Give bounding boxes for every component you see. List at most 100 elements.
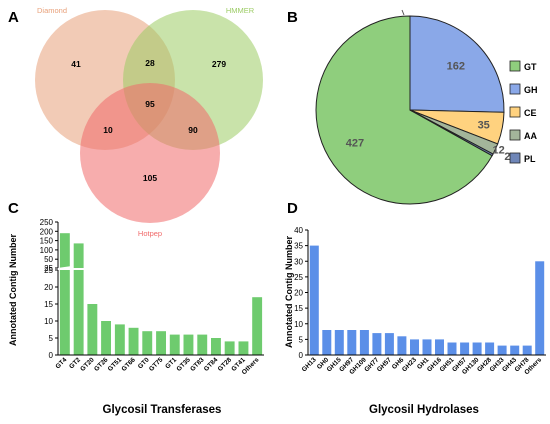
- x-tick-label: GT83: [189, 356, 206, 373]
- bar-gt75: [156, 331, 166, 355]
- bar-gt20: [87, 304, 98, 355]
- y-tick-label: 0: [299, 351, 304, 360]
- y-axis-title: Annotated Contig Number: [8, 234, 18, 346]
- venn-label-hotpep: Hotpep: [138, 229, 162, 238]
- legend-label-gt: GT: [524, 62, 537, 72]
- panel-letter-d: D: [287, 200, 298, 217]
- bar-chart-hydrolases: GH13GH0GH15GH97GH109GH77GH57GH6GH23GH1GH…: [284, 226, 546, 416]
- bar-gt4-upper: [59, 233, 70, 268]
- pie-value-ce: 35: [478, 120, 490, 132]
- panel-letter-c: C: [8, 200, 19, 217]
- x-tick-label: GT20: [79, 356, 96, 373]
- y-tick-label: 50: [44, 255, 53, 264]
- y-tick-label: 40: [294, 226, 303, 235]
- bar-gh33: [497, 345, 507, 355]
- legend-label-aa: AA: [524, 131, 537, 141]
- bar-gh16: [435, 339, 444, 355]
- bar-gt35: [183, 334, 194, 355]
- venn-count-all: 95: [145, 99, 155, 109]
- bar-gt41: [238, 341, 249, 355]
- bar-gh23: [410, 339, 419, 355]
- legend-label-pl: PL: [524, 154, 536, 164]
- bar-gt28: [224, 341, 235, 355]
- legend-swatch-ce: [509, 106, 521, 118]
- bar-gt0: [142, 331, 153, 355]
- y-axis-title: Annotated Contig Number: [284, 236, 294, 348]
- y-tick-label: 10: [44, 317, 53, 326]
- legend-label-ce: CE: [524, 108, 537, 118]
- panel-letter-b: B: [287, 9, 298, 26]
- y-tick-label: 30: [294, 257, 303, 266]
- bar-gh0: [322, 330, 332, 355]
- x-tick-label: GT28: [217, 356, 234, 373]
- legend-swatch-gh: [509, 83, 521, 95]
- pie-value-gt: 427: [346, 137, 364, 149]
- bar-gt2-lower: [73, 270, 84, 355]
- bar-gh6: [397, 336, 407, 356]
- x-axis-title: Glycosil Transferases: [103, 404, 222, 416]
- x-tick-label: GH23: [401, 356, 418, 373]
- y-tick-label: 5: [299, 335, 304, 344]
- panel-letter-a: A: [8, 9, 19, 26]
- x-tick-label: GT51: [107, 356, 124, 373]
- venn-count-diamond-hotpep: 10: [103, 125, 113, 135]
- bar-gh15: [334, 330, 344, 355]
- venn-count-diamond-hmmer: 28: [145, 58, 155, 68]
- bar-gh130: [472, 342, 482, 355]
- bar-gt2-upper: [73, 243, 84, 268]
- venn-count-hmmer-hotpep: 90: [188, 125, 198, 135]
- x-tick-label: GH57: [376, 356, 393, 373]
- x-tick-label: GT75: [148, 356, 165, 373]
- bar-gh78: [522, 345, 532, 355]
- y-tick-label: 15: [294, 304, 303, 313]
- pie-value-gh: 162: [447, 60, 465, 72]
- bar-gt66: [128, 327, 139, 355]
- y-tick-label: 0: [49, 351, 54, 360]
- y-tick-label: 20: [294, 289, 303, 298]
- y-tick-label: 35: [294, 242, 303, 251]
- bar-gh57: [460, 342, 470, 355]
- pie-legend: GT GH CE AA PL: [509, 60, 538, 164]
- legend-swatch-aa: [509, 129, 521, 141]
- y-tick-label: 20: [44, 283, 53, 292]
- bar-gh28: [485, 342, 495, 355]
- x-tick-label: GT35: [175, 356, 192, 373]
- pie-value-pl: 2: [504, 151, 510, 163]
- bar-gh1: [422, 339, 432, 355]
- venn-count-hotpep-only: 105: [143, 173, 157, 183]
- pie-value-aa: 12: [492, 145, 504, 157]
- bar-gh57: [384, 333, 394, 355]
- bar-gh13: [309, 245, 319, 355]
- venn-count-hmmer-only: 279: [212, 59, 226, 69]
- x-tick-label: GT66: [120, 356, 137, 373]
- x-axis-title: Glycosil Hydrolases: [369, 404, 479, 416]
- bar-others: [535, 261, 545, 356]
- pie-slice-pl: [409, 109, 494, 157]
- bar-gh43: [510, 345, 520, 355]
- venn-count-diamond-only: 41: [71, 59, 81, 69]
- y-tick-label: 25: [44, 264, 53, 273]
- bar-gt83: [197, 334, 208, 355]
- y-tick-label: 15: [44, 300, 53, 309]
- y-tick-label: 25: [44, 266, 53, 275]
- bar-others: [252, 297, 263, 355]
- bar-gt51: [114, 324, 125, 355]
- bar-gt4-lower: [59, 270, 70, 355]
- y-tick-label: 200: [40, 227, 54, 236]
- venn-circle-hotpep: [80, 83, 220, 223]
- bar-gt26: [101, 321, 111, 355]
- bar-gt1: [169, 334, 180, 355]
- pie-leader-line: [401, 9, 405, 16]
- bar-gt84: [211, 338, 221, 355]
- x-tick-label: GT84: [203, 356, 220, 373]
- y-tick-label: 5: [49, 334, 54, 343]
- legend-swatch-pl: [509, 152, 521, 164]
- venn-label-diamond: Diamond: [37, 6, 67, 15]
- y-tick-label: 10: [294, 320, 303, 329]
- y-tick-label: 250: [40, 218, 54, 227]
- bar-gh109: [359, 330, 369, 355]
- bar-gh77: [372, 333, 382, 355]
- y-tick-label: 150: [40, 237, 54, 246]
